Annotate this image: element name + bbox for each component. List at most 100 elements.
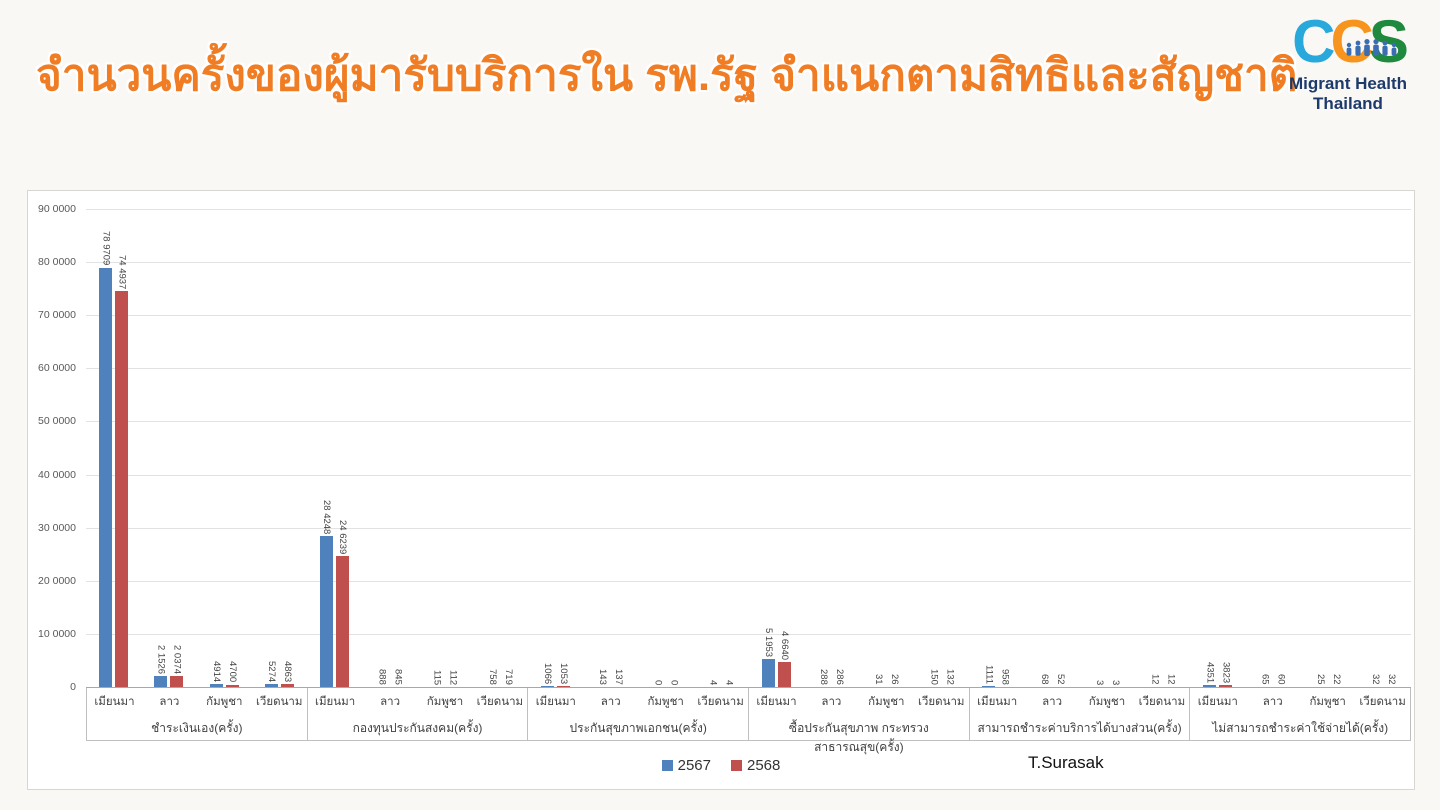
nationality-label: เวียดนาม xyxy=(476,696,524,708)
logo-caption: Migrant Health Thailand xyxy=(1272,74,1424,113)
data-label: 5 1953 xyxy=(762,628,774,658)
bar-column-2568: 32 xyxy=(1384,209,1398,687)
bar-column-2567: 31 xyxy=(871,209,885,687)
nationality-row: เมียนมา ลาว กัมพูชา เวียดนาม xyxy=(970,688,1190,716)
bar-slot: 78 9709 74 4937 xyxy=(86,209,141,687)
y-tick-label: 80 0000 xyxy=(38,256,76,269)
data-label: 5274 xyxy=(265,661,277,683)
nationality-label: ลาว xyxy=(821,696,842,708)
category-group-cell: เมียนมา ลาว กัมพูชา เวียดนาม ซื้อประกันสุขภา… xyxy=(749,688,970,754)
data-label: 22 xyxy=(1330,674,1342,685)
data-label: 32 xyxy=(1386,674,1398,685)
nationality-label: กัมพูชา xyxy=(426,696,464,708)
bar-group: 5 1953 4 6640 288 286 31 26 150 132 xyxy=(748,209,969,687)
bar-2567 xyxy=(154,675,168,687)
bar-2568 xyxy=(115,291,129,687)
bar-column-2568: 22 xyxy=(1330,209,1343,687)
bar-2567 xyxy=(982,686,996,687)
nationality-label: เมียนมา xyxy=(977,696,1018,708)
data-label: 3 xyxy=(1110,679,1122,685)
nationality-label: กัมพูชา xyxy=(206,696,243,708)
bar-column-2567: 3 xyxy=(1093,209,1106,687)
bar-column-2568: 60 xyxy=(1274,209,1288,687)
category-group-cell: เมียนมา ลาว กัมพูชา เวียดนาม กองทุนประกันสงค… xyxy=(308,688,529,740)
y-tick-label: 0 xyxy=(70,681,76,693)
migrant-people-icon xyxy=(1346,39,1397,56)
bar-slot: 68 52 xyxy=(1025,209,1080,687)
data-label: 4 xyxy=(707,679,719,685)
nationality-label: เวียดนาม xyxy=(1359,696,1406,708)
ccs-migrant-health-logo: CCS Migrant Health Thailand xyxy=(1272,12,1424,113)
bar-column-2568: 52 xyxy=(1053,209,1067,687)
chart-area: 0 10 0000 20 0000 30 0000 40 0000 50 0000 60 0… xyxy=(27,190,1415,790)
gridline xyxy=(86,527,1411,529)
bar-slot: 1066 1053 xyxy=(528,209,583,687)
data-label: 78 9709 xyxy=(100,231,112,266)
bar-column-2567: 65 xyxy=(1258,209,1272,687)
bar-2567 xyxy=(761,659,775,687)
y-axis: 0 10 0000 20 0000 30 0000 40 0000 50 0000 60 0… xyxy=(28,203,76,693)
data-label: 26 xyxy=(889,674,901,685)
bar-column-2568: 132 xyxy=(943,209,957,687)
data-label: 1066 xyxy=(542,663,553,685)
bar-slot: 65 60 xyxy=(1245,209,1300,687)
nationality-label: ลาว xyxy=(1042,696,1063,708)
bar-column-2567: 758 xyxy=(485,209,499,687)
logo-caption-line2: Thailand xyxy=(1313,93,1383,113)
bar-slot: 5 1953 4 6640 xyxy=(748,209,803,687)
bar-2568 xyxy=(170,676,184,687)
category-group-cell: เมียนมา ลาว กัมพูชา เวียดนาม สามารถชำระค่าบร… xyxy=(970,688,1191,740)
bar-column-2568: 112 xyxy=(446,209,460,687)
nationality-row: เมียนมา ลาว กัมพูชา เวียดนาม xyxy=(528,688,748,716)
data-label: 28 4248 xyxy=(321,499,333,535)
gridline xyxy=(86,421,1411,423)
bar-column-2567: 1066 xyxy=(540,209,554,687)
bar-2568 xyxy=(777,662,791,687)
bar-column-2567: 4351 xyxy=(1203,209,1217,687)
bar-column-2567: 78 9709 xyxy=(99,209,113,687)
bar-column-2568: 26 xyxy=(888,209,901,687)
gridlines xyxy=(86,209,1411,687)
bar-2567 xyxy=(209,684,223,687)
bar-slot: 25 22 xyxy=(1301,209,1356,687)
nationality-label: กัมพูชา xyxy=(1309,696,1346,708)
nationality-label: เวียดนาม xyxy=(1138,696,1186,708)
y-tick-label: 30 0000 xyxy=(38,521,76,534)
bar-column-2567: 1111 xyxy=(982,209,996,687)
bar-column-2568: 3 xyxy=(1109,209,1122,687)
chart-legend: 2567 2568 xyxy=(28,757,1414,774)
bar-2568 xyxy=(280,684,294,687)
group-label: กองทุนประกันสงคม(ครั้ง) xyxy=(352,721,483,735)
bar-column-2567: 25 xyxy=(1314,209,1327,687)
bar-column-2567: 2 1526 xyxy=(154,209,168,687)
bar-column-2567: 143 xyxy=(595,209,609,687)
bar-column-2567: 28 4248 xyxy=(319,209,333,687)
x-axis-category-table: เมียนมา ลาว กัมพูชา เวียดนามชำระเงินเอง(ครั… xyxy=(86,687,1412,754)
nationality-label: เมียนมา xyxy=(535,696,576,708)
data-label: 60 xyxy=(1275,674,1287,685)
group-label: ชำระเงินเอง(ครั้ง) xyxy=(151,721,243,735)
bar-column-2568: 4 6640 xyxy=(777,209,791,687)
legend-swatch xyxy=(731,760,742,771)
legend-label: 2567 xyxy=(677,757,711,774)
data-label: 24 6239 xyxy=(337,519,349,555)
group-label: ประกันสุขภาพเอกชน(ครั้ง) xyxy=(569,721,707,735)
data-label: 3 xyxy=(1094,679,1106,685)
logo-caption-line1: Migrant Health xyxy=(1288,74,1408,93)
bar-slot: 12 12 xyxy=(1135,209,1190,687)
data-label: 888 xyxy=(376,668,388,685)
bar-slot: 4351 3823 xyxy=(1190,209,1245,687)
bar-2567 xyxy=(264,684,278,687)
bar-column-2568: 137 xyxy=(611,209,625,687)
data-label: 112 xyxy=(447,669,459,685)
nationality-label: ลาว xyxy=(600,696,621,708)
data-label: 65 xyxy=(1259,674,1271,685)
bar-slot: 150 132 xyxy=(914,209,969,687)
data-label: 4700 xyxy=(226,661,238,683)
gridline xyxy=(86,315,1411,317)
bar-column-2568: 1053 xyxy=(556,209,570,687)
gridline xyxy=(86,368,1411,370)
y-tick-label: 60 0000 xyxy=(38,362,76,375)
nationality-label: เวียดนาม xyxy=(917,696,965,708)
